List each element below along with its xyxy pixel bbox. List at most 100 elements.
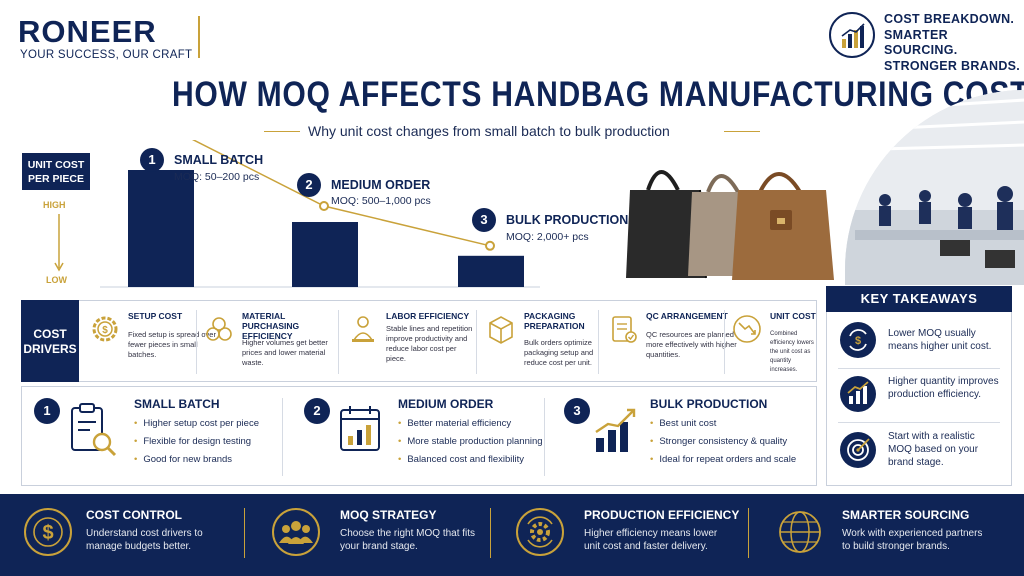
cost-drivers-label: COST DRIVERS [21,300,79,382]
page-subtitle: Why unit cost changes from small batch t… [308,123,670,139]
driver-qc: QC ARRANGEMENT QC resources are planned … [606,306,737,378]
driver-setup-cost: $ SETUP COST Fixed setup is spread over … [88,306,216,378]
checklist-icon [612,316,637,343]
driver-description: Combined efficiency lowers the unit cost… [770,331,814,373]
driver-title: MATERIAL PURCHASING EFFICIENCY [242,311,300,341]
takeaway-text: Higher quantity improves production effi… [888,376,999,400]
footer-description: Work with experienced partners to build … [842,528,983,552]
globe-icon [776,508,824,556]
target-icon [840,432,876,468]
driver-title: SETUP COST [128,311,183,321]
handbags-image [626,170,834,280]
tier-item: Flexible for design testing [134,436,251,447]
driver-description: QC resources are planned more effectivel… [646,330,737,359]
cost-bar-chart [100,140,540,288]
tier-number: 2 [304,398,330,424]
brand-logo: RONEER [18,14,157,49]
footer-title: SMARTER SOURCING [842,508,970,522]
badge-line: COST BREAKDOWN. [884,12,1015,26]
tier-item: Higher setup cost per piece [134,418,259,429]
driver-description: Bulk orders optimize packaging setup and… [524,338,594,367]
badge-line: STRONGER BRANDS. [884,58,1021,73]
downtrend-icon [733,315,761,343]
footer-title: COST CONTROL [86,508,182,522]
tier-item: Balanced cost and flexibility [398,454,524,465]
bar-small-batch [128,170,194,287]
clipboard-search-icon [71,403,117,457]
tier-title: BULK PRODUCTION [650,397,768,411]
footer-description: Understand cost drivers to manage budget… [86,528,203,552]
divider [476,310,477,374]
cost-drivers-panel [21,300,817,382]
driver-description: Stable lines and repetition improve prod… [386,324,473,363]
step-moq: MOQ: 50–200 pcs [174,171,260,183]
svg-text:$: $ [102,325,108,336]
divider [748,508,749,558]
step-title: SMALL BATCH [174,153,264,167]
trend-point [485,240,495,251]
divider [282,398,283,476]
tier-title: MEDIUM ORDER [398,397,494,411]
bar-bulk-production [458,255,524,287]
divider [724,131,760,132]
step-title: MEDIUM ORDER [331,178,431,192]
tier-item: Stronger consistency & quality [650,436,787,447]
divider [244,508,245,558]
divider [338,310,339,374]
y-axis-label-line: PER PIECE [27,173,85,185]
driver-title: UNIT COST [770,311,816,321]
step-number: 1 [140,148,164,172]
gear-dollar-icon: $ [92,316,118,342]
tier-item: Ideal for repeat orders and scale [650,454,796,465]
tier-number: 3 [564,398,590,424]
driver-title: PACKAGING PREPARATION [524,311,585,331]
takeaway-text: Lower MOQ usually means higher unit cost… [888,328,992,352]
svg-text:$: $ [855,335,861,347]
y-axis-high-label: HIGH [43,200,66,210]
footer-description: Choose the right MOQ that fits your bran… [340,528,476,552]
dollar-coin-icon: $ [24,508,72,556]
takeaway-text: Start with a realistic MOQ based on your… [888,431,979,468]
trend-point [319,201,329,211]
cost-drivers-label-line: COST [33,327,67,341]
growth-bars-icon [595,408,636,452]
driver-unit-cost: UNIT COST Combined efficiency lowers the… [730,306,818,378]
driver-description: Fixed setup is spread over fewer pieces … [128,330,216,359]
bar-chart-icon [840,376,876,412]
factory-image [845,90,1024,285]
driver-description: Higher volumes get better prices and low… [242,338,328,367]
brand-tagline: YOUR SUCCESS, OUR CRAFT [20,49,193,61]
y-axis-label: UNIT COST PER PIECE [22,153,90,190]
badge-line: SMARTER SOURCING. [884,27,958,58]
footer-description: Higher efficiency means lower unit cost … [584,528,718,552]
footer-bar [0,494,1024,576]
divider [264,131,300,132]
page-title: HOW MOQ AFFECTS HANDBAG MANUFACTURING CO… [172,75,1024,114]
worker-icon [352,316,374,342]
footer-title: PRODUCTION EFFICIENCY [584,508,740,522]
down-arrow-icon [54,214,64,272]
step-number: 2 [297,173,321,197]
step-moq: MOQ: 500–1,000 pcs [331,195,431,207]
cycle-dollar-icon: $ [840,322,876,358]
divider [724,310,725,374]
bar-medium-order [292,222,358,287]
step-number: 3 [472,208,496,232]
divider [838,422,1000,423]
divider [544,398,545,476]
divider [490,508,491,558]
tier-item: Best unit cost [650,418,716,429]
driver-title: QC ARRANGEMENT [646,311,728,321]
driver-labor: LABOR EFFICIENCY Stable lines and repeti… [346,306,474,378]
divider [598,310,599,374]
tier-number: 1 [34,398,60,424]
divider [838,368,1000,369]
bar-chart-icon [829,12,875,58]
svg-text:$: $ [42,522,53,544]
cost-drivers-label-line: DRIVERS [23,342,77,356]
step-title: BULK PRODUCTION [506,213,629,227]
team-icon [272,508,320,556]
driver-material: MATERIAL PURCHASING EFFICIENCY Higher vo… [202,306,330,378]
badge-text: COST BREAKDOWN. SMARTER SOURCING. STRONG… [884,12,1024,74]
key-takeaways-title: KEY TAKEAWAYS [826,286,1012,312]
